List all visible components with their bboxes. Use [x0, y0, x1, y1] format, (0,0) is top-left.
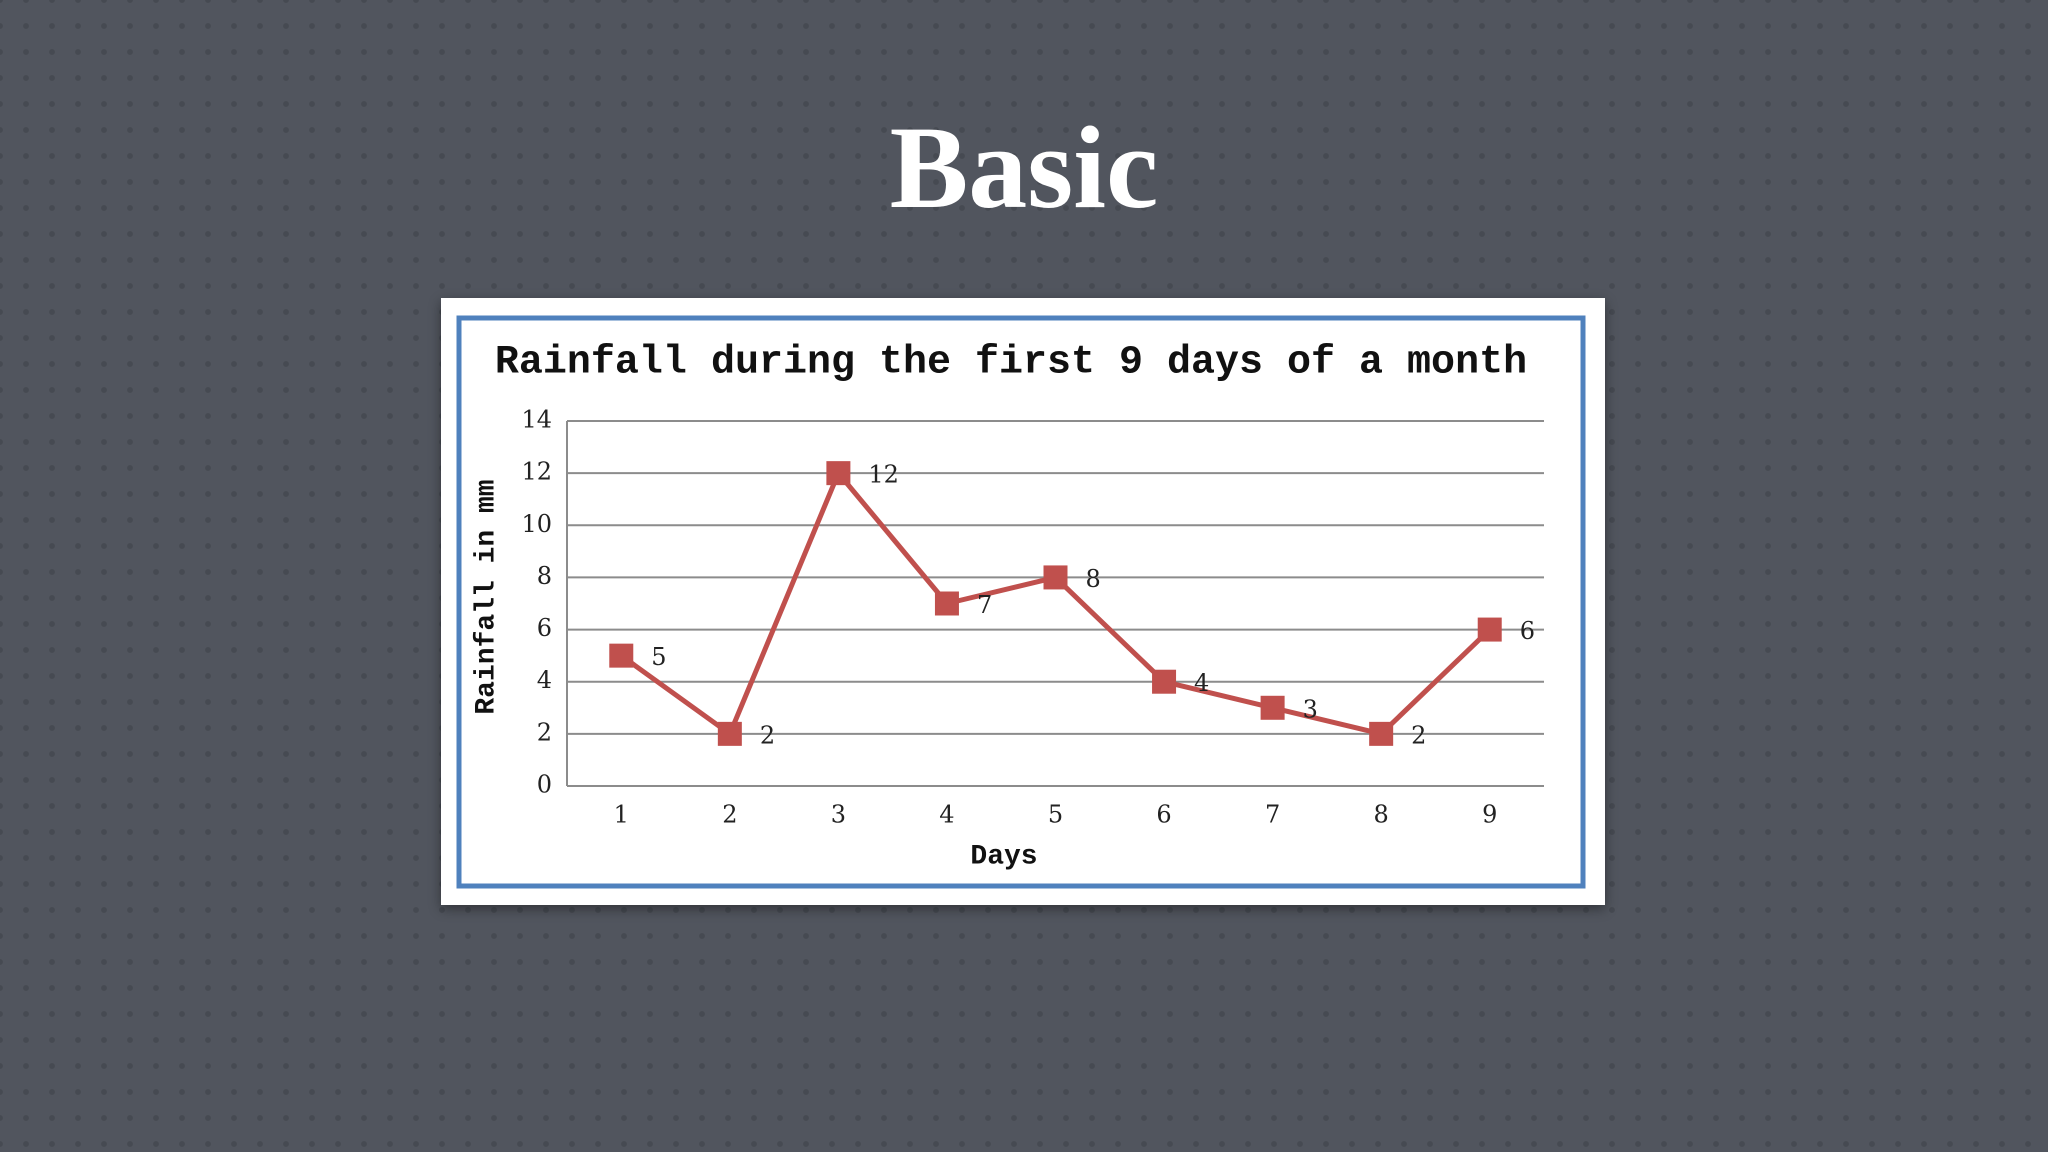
data-label: 8 [1086, 565, 1101, 593]
x-tick-label: 5 [1048, 801, 1063, 829]
y-tick-label: 6 [537, 614, 552, 642]
data-label: 5 [651, 643, 666, 671]
data-label: 2 [760, 721, 775, 749]
x-axis-label: Days [970, 841, 1037, 872]
y-tick-label: 10 [521, 510, 552, 538]
marker [1260, 695, 1285, 720]
y-tick-label: 12 [521, 458, 552, 486]
data-label: 7 [977, 591, 992, 619]
x-tick-label: 9 [1482, 801, 1497, 829]
y-tick-label: 2 [537, 718, 552, 746]
x-tick-label: 6 [1156, 801, 1171, 829]
data-label: 12 [868, 461, 899, 489]
data-label: 6 [1520, 617, 1535, 645]
x-tick-label: 2 [722, 801, 737, 829]
data-label: 4 [1194, 669, 1209, 697]
chart-border [456, 315, 1586, 889]
x-tick-label: 8 [1374, 801, 1389, 829]
marker [1477, 617, 1502, 642]
x-tick-label: 3 [831, 801, 846, 829]
chart-title: Rainfall during the first 9 days of a mo… [495, 341, 1527, 386]
slide-title: Basic [890, 102, 1159, 233]
marker [717, 721, 742, 746]
marker [1369, 721, 1394, 746]
chart-card [441, 298, 1605, 905]
y-axis-label: Rainfall in mm [471, 479, 502, 714]
y-tick-label: 4 [537, 666, 552, 694]
y-tick-label: 8 [537, 562, 552, 590]
y-tick-label: 0 [537, 771, 552, 799]
marker [826, 461, 851, 486]
marker [1152, 669, 1177, 694]
x-tick-label: 1 [614, 801, 629, 829]
data-label: 3 [1303, 695, 1318, 723]
x-tick-label: 7 [1265, 801, 1280, 829]
data-label: 2 [1411, 721, 1426, 749]
x-tick-label: 4 [939, 801, 954, 829]
marker [934, 591, 959, 616]
marker [609, 643, 634, 668]
y-tick-label: 14 [521, 406, 552, 434]
marker [1043, 565, 1068, 590]
